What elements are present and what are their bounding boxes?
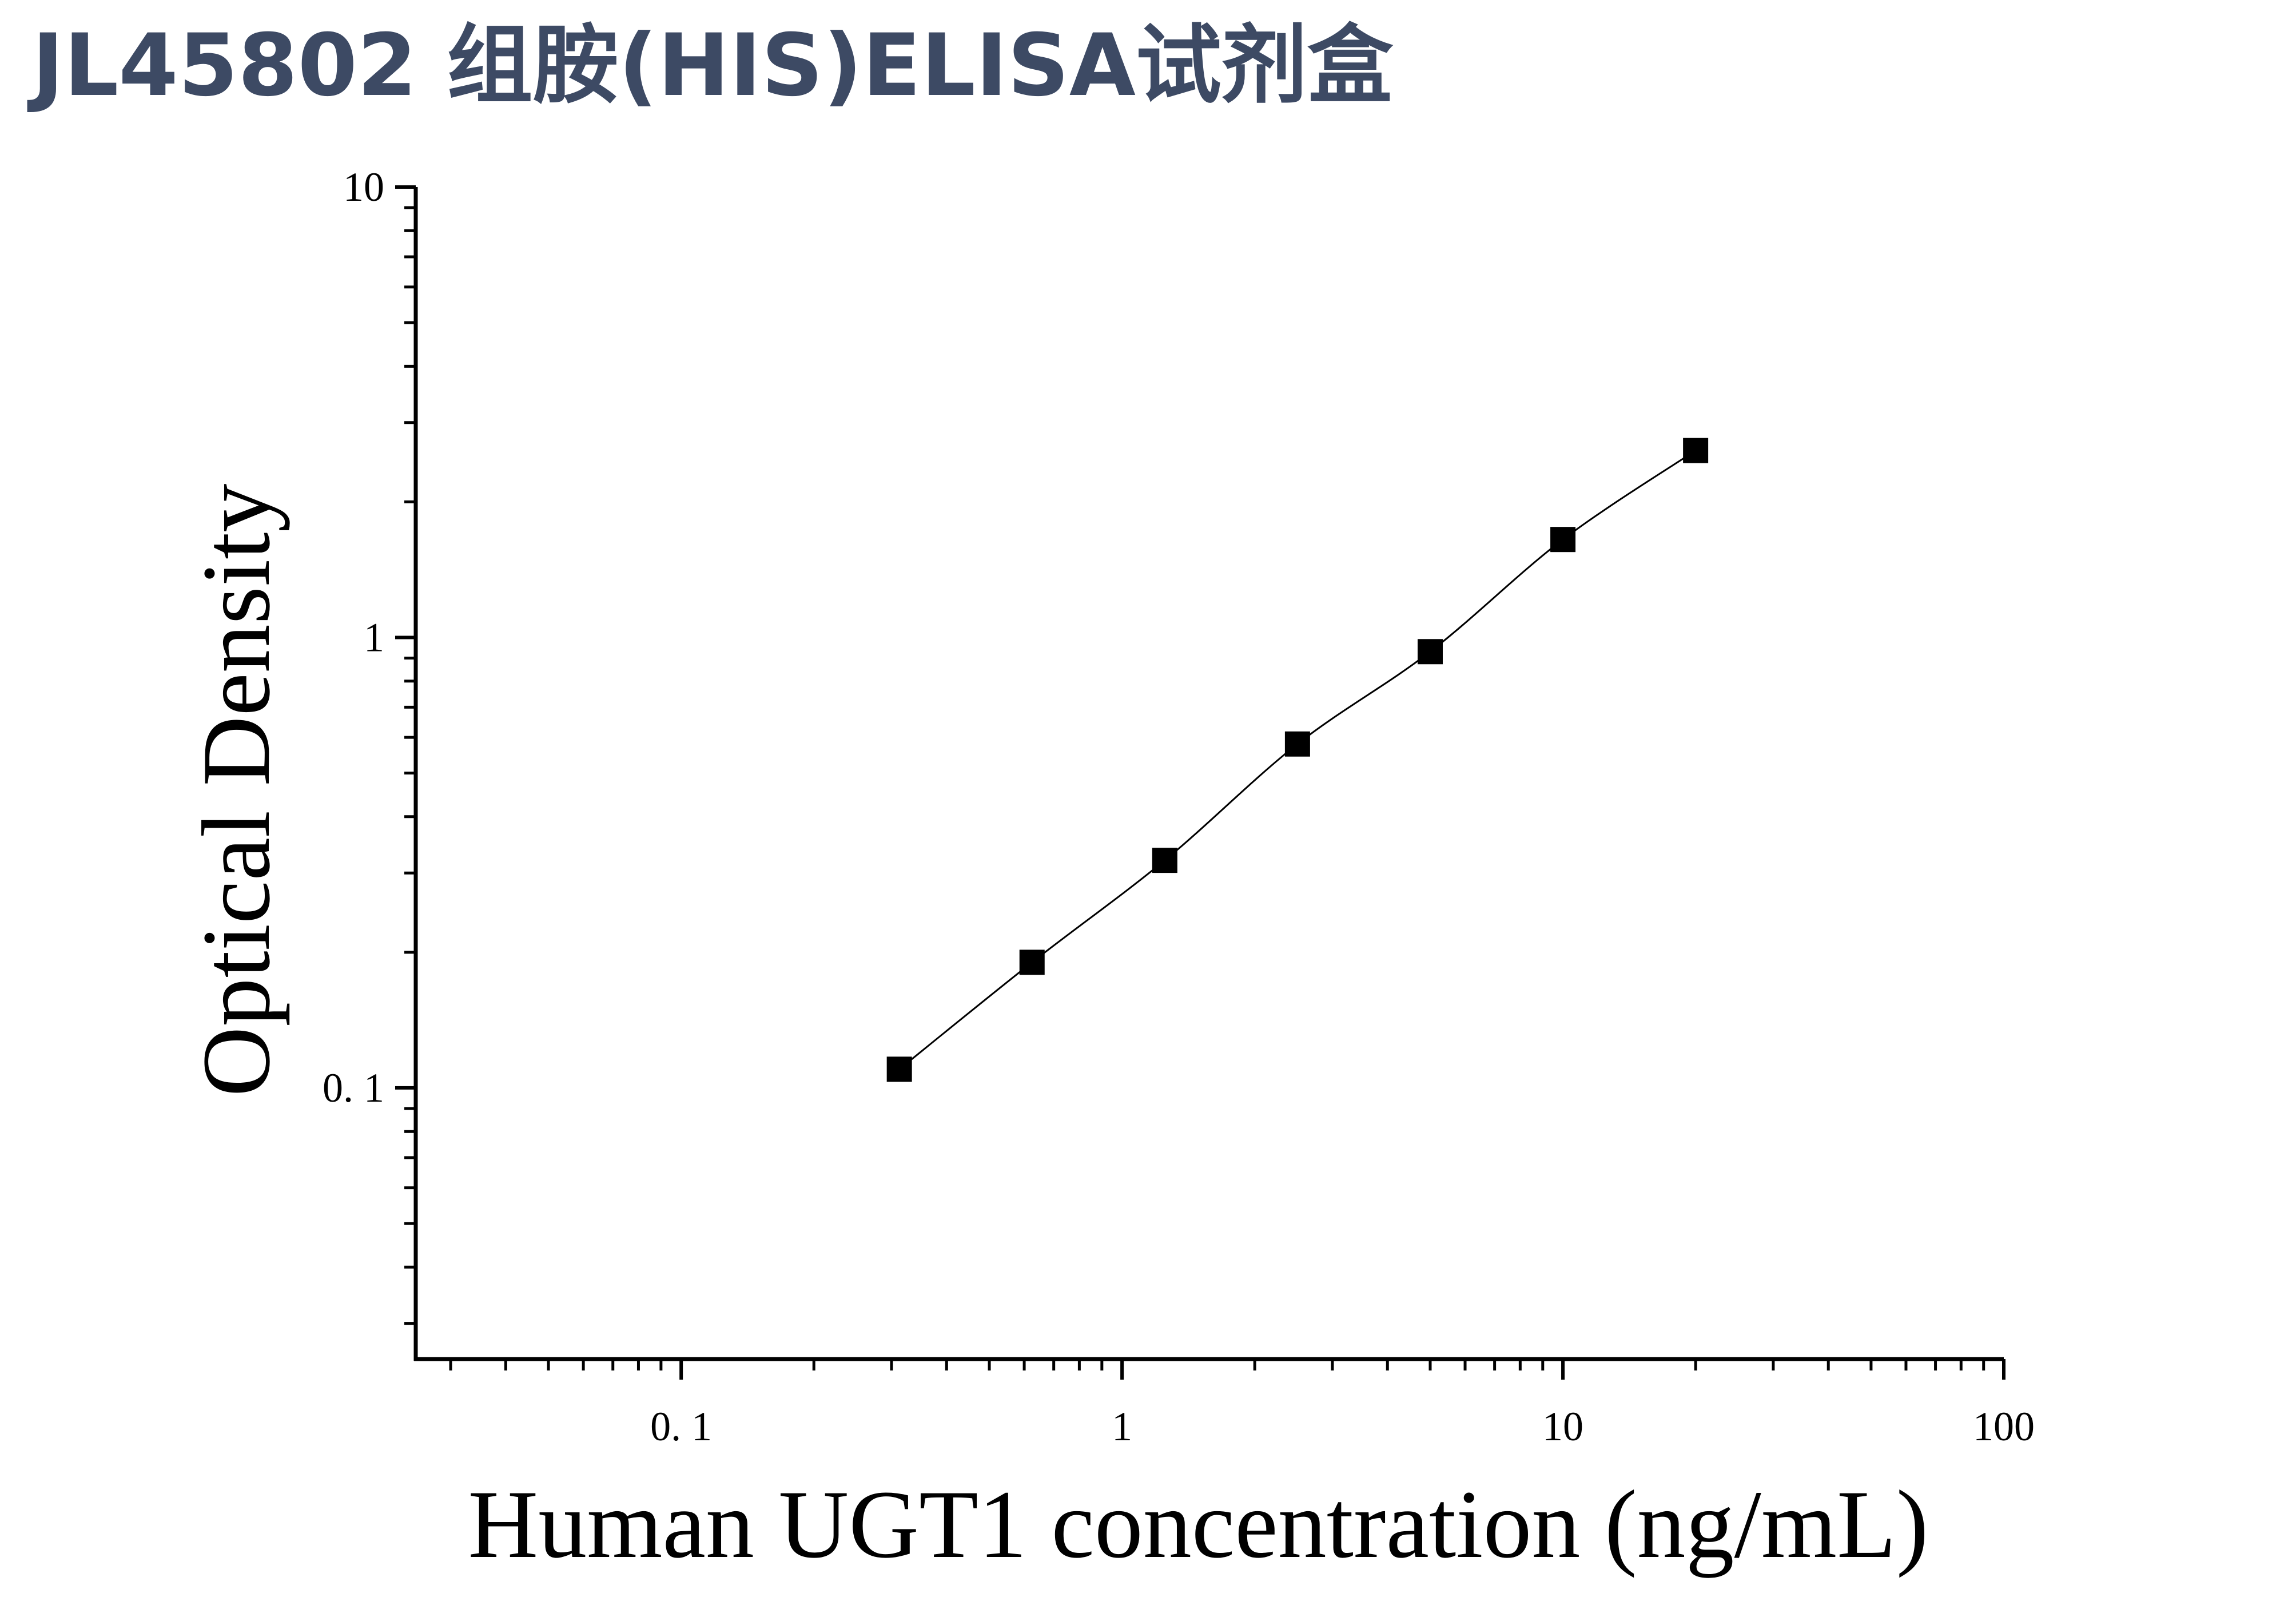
x-axis-tick-labels: 0. 1 1 10 100 [650, 1404, 2035, 1449]
x-tick-label: 0. 1 [650, 1404, 712, 1449]
x-tick-label: 10 [1542, 1404, 1583, 1449]
data-point [1284, 731, 1310, 757]
x-tick-label: 1 [1112, 1404, 1132, 1449]
data-point [1550, 527, 1576, 553]
x-axis-minor-ticks [449, 1359, 1985, 1370]
data-point [886, 1056, 912, 1082]
chart-axes [395, 185, 2005, 1380]
data-point [1417, 639, 1443, 665]
x-axis-major-ticks [679, 1359, 2005, 1380]
y-axis-major-ticks [395, 185, 416, 1090]
data-point [1019, 950, 1045, 975]
page-title: JL45802 组胺(HIS)ELISA试剂盒 [32, 16, 1393, 116]
y-tick-label: 10 [343, 164, 384, 210]
x-tick-label: 100 [1973, 1404, 2035, 1449]
fit-curve [898, 450, 1696, 1070]
data-point [1152, 848, 1177, 873]
data-points [886, 438, 1709, 1082]
data-point [1683, 438, 1709, 463]
y-axis-label: Optical Density [182, 484, 290, 1097]
y-tick-label: 0. 1 [323, 1065, 384, 1111]
y-axis-minor-ticks [404, 206, 416, 1325]
x-axis-label: Human UGT1 concentration (ng/mL) [468, 1471, 1929, 1578]
y-tick-label: 1 [364, 614, 384, 660]
y-axis-tick-labels: 0. 1 1 10 [323, 164, 384, 1111]
